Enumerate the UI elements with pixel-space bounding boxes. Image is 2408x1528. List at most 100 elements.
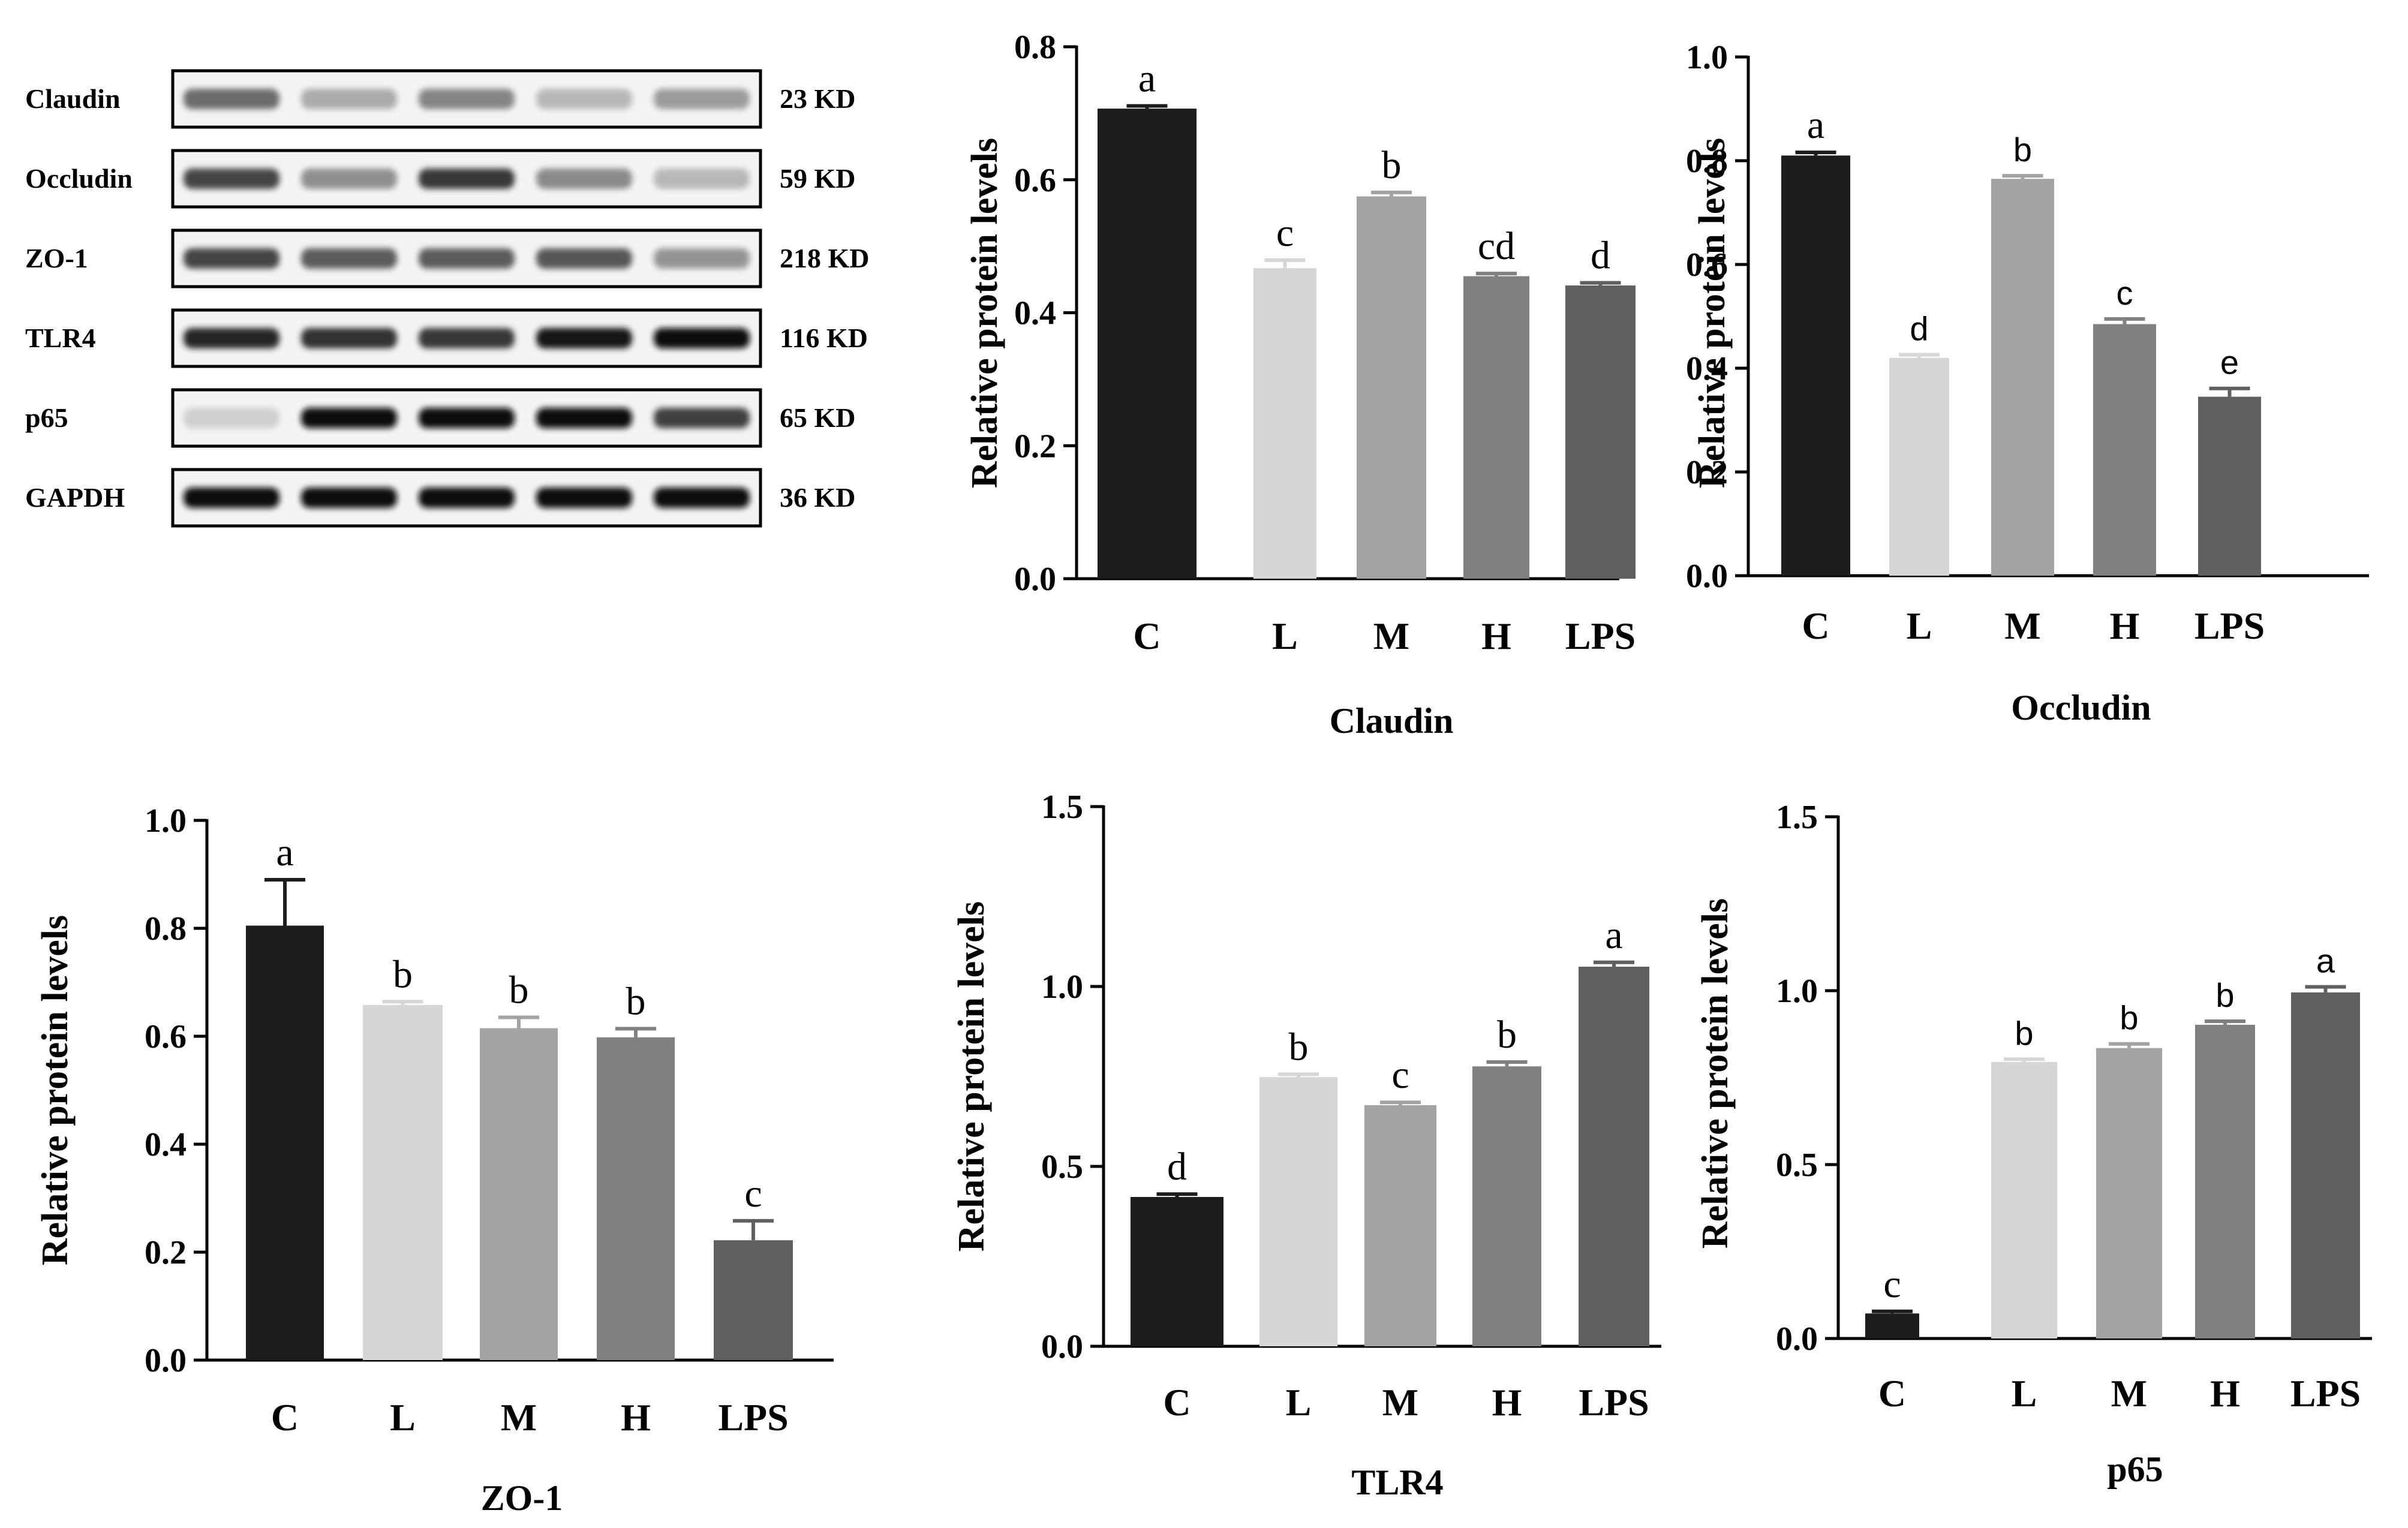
significance-label-l: b bbox=[2015, 1014, 2033, 1052]
significance-label-m: c bbox=[1391, 1053, 1409, 1097]
bar-h bbox=[2093, 324, 2156, 576]
blot-band bbox=[184, 169, 279, 189]
blot-band bbox=[419, 328, 515, 348]
significance-label-lps: a bbox=[2316, 942, 2335, 980]
western-blot-panel: Claudin 23 KD Occludin 59 KD ZO-1 218 KD TLR4 1… bbox=[25, 69, 870, 528]
significance-label-m: b bbox=[2120, 999, 2138, 1037]
x-tick-label-c: C bbox=[1163, 1381, 1191, 1424]
significance-label-m: b bbox=[2013, 131, 2032, 169]
significance-label-c: a bbox=[1138, 57, 1156, 101]
chart-title: Claudin bbox=[1330, 701, 1454, 741]
significance-label-lps: a bbox=[1605, 913, 1622, 957]
chart-title: ZO-1 bbox=[481, 1478, 563, 1518]
blot-band bbox=[301, 408, 397, 428]
bar-lps bbox=[1579, 967, 1649, 1346]
bar-c bbox=[1098, 109, 1197, 579]
bar-c bbox=[246, 925, 324, 1360]
x-tick-label-lps: LPS bbox=[1565, 615, 1636, 657]
blot-band bbox=[419, 408, 515, 428]
y-axis-title: Relative protein levels bbox=[1692, 138, 1733, 488]
bar-m bbox=[1991, 179, 2054, 576]
significance-label-lps: e bbox=[2220, 344, 2239, 381]
bar-h bbox=[2195, 1024, 2255, 1338]
bar-m bbox=[2096, 1048, 2162, 1338]
bar-m bbox=[1364, 1105, 1436, 1346]
y-tick-label: 0.5 bbox=[1776, 1147, 1818, 1184]
x-tick-label-h: H bbox=[2210, 1372, 2240, 1415]
bar-l bbox=[1889, 357, 1949, 576]
blot-protein-label: GAPDH bbox=[25, 482, 125, 513]
bar-c bbox=[1131, 1197, 1223, 1346]
x-tick-label-h: H bbox=[1481, 615, 1511, 657]
blot-band bbox=[536, 169, 632, 189]
x-tick-label-lps: LPS bbox=[1579, 1381, 1649, 1424]
blot-band bbox=[184, 328, 279, 348]
significance-label-m: b bbox=[1382, 143, 1402, 187]
blot-size-label: 23 KD bbox=[780, 83, 856, 114]
y-tick-label: 0.2 bbox=[1014, 428, 1056, 465]
y-tick-label: 0.5 bbox=[1041, 1148, 1083, 1186]
y-tick-label: 0.8 bbox=[1686, 143, 1728, 180]
y-tick-label: 0.6 bbox=[1686, 246, 1728, 284]
y-tick-label: 0.4 bbox=[1014, 295, 1056, 332]
blot-band bbox=[301, 328, 397, 348]
blot-band bbox=[419, 488, 515, 508]
blot-protein-label: Occludin bbox=[25, 163, 133, 194]
x-tick-label-l: L bbox=[1286, 1381, 1312, 1424]
y-tick-label: 1.5 bbox=[1041, 789, 1083, 826]
blot-band bbox=[654, 169, 750, 189]
chart-zo1: 0.0 0.2 0.4 0.6 0.8 1.0 Relative protein level… bbox=[35, 802, 834, 1518]
blot-band bbox=[654, 488, 750, 508]
bar-lps bbox=[714, 1240, 793, 1360]
blot-row-occludin: Occludin 59 KD bbox=[25, 149, 856, 209]
bar-c bbox=[1865, 1313, 1919, 1338]
significance-label-m: b bbox=[509, 968, 529, 1012]
x-tick-label-l: L bbox=[390, 1396, 416, 1439]
x-tick-label-m: M bbox=[1382, 1381, 1418, 1424]
blot-band bbox=[536, 89, 632, 109]
blot-band bbox=[419, 89, 515, 109]
bar-lps bbox=[1565, 285, 1636, 579]
chart-title: TLR4 bbox=[1351, 1463, 1443, 1502]
x-tick-label-l: L bbox=[2012, 1372, 2037, 1415]
y-tick-label: 0.0 bbox=[1686, 558, 1728, 595]
blot-band bbox=[301, 248, 397, 269]
significance-label-h: b bbox=[626, 979, 646, 1023]
blot-band bbox=[184, 248, 279, 269]
significance-label-lps: d bbox=[1591, 234, 1610, 278]
blot-size-label: 36 KD bbox=[780, 482, 856, 513]
y-axis-title: Relative protein levels bbox=[964, 138, 1005, 488]
y-tick-label: 1.0 bbox=[145, 802, 187, 840]
y-tick-label: 0.2 bbox=[1686, 454, 1728, 491]
significance-label-h: b bbox=[2215, 976, 2234, 1014]
blot-size-label: 218 KD bbox=[780, 243, 870, 273]
x-tick-label-c: C bbox=[271, 1396, 299, 1439]
bar-l bbox=[1253, 268, 1316, 579]
blot-band bbox=[184, 89, 279, 109]
blot-protein-label: ZO-1 bbox=[25, 243, 88, 273]
significance-label-l: c bbox=[1276, 211, 1294, 255]
y-tick-label: 0.8 bbox=[145, 910, 187, 948]
blot-size-label: 116 KD bbox=[780, 323, 868, 353]
y-tick-label: 1.5 bbox=[1776, 799, 1818, 836]
chart-tlr4: 0.0 0.5 1.0 1.5 Relative protein levels d Cb Lc… bbox=[951, 789, 1661, 1502]
y-axis-title: Relative protein levels bbox=[35, 915, 76, 1265]
bar-m bbox=[480, 1028, 558, 1360]
y-tick-label: 0.0 bbox=[1014, 561, 1056, 598]
x-tick-label-m: M bbox=[2111, 1372, 2147, 1415]
chart-title: p65 bbox=[2107, 1449, 2163, 1489]
significance-label-h: c bbox=[2117, 274, 2133, 312]
y-tick-label: 0.8 bbox=[1014, 29, 1056, 66]
significance-label-c: a bbox=[1807, 103, 1824, 147]
blot-band bbox=[419, 248, 515, 269]
blot-band bbox=[654, 328, 750, 348]
bar-c bbox=[1781, 155, 1850, 576]
y-axis-title: Relative protein levels bbox=[951, 901, 992, 1252]
blot-rows: Claudin 23 KD Occludin 59 KD ZO-1 218 KD TLR4 1… bbox=[25, 69, 870, 528]
blot-band bbox=[184, 488, 279, 508]
bar-h bbox=[1472, 1066, 1541, 1346]
chart-occludin: 0.0 0.2 0.4 0.6 0.8 1.0 Relative protein level… bbox=[1686, 39, 2369, 727]
y-tick-label: 0.0 bbox=[1041, 1328, 1083, 1365]
blot-size-label: 65 KD bbox=[780, 402, 856, 433]
